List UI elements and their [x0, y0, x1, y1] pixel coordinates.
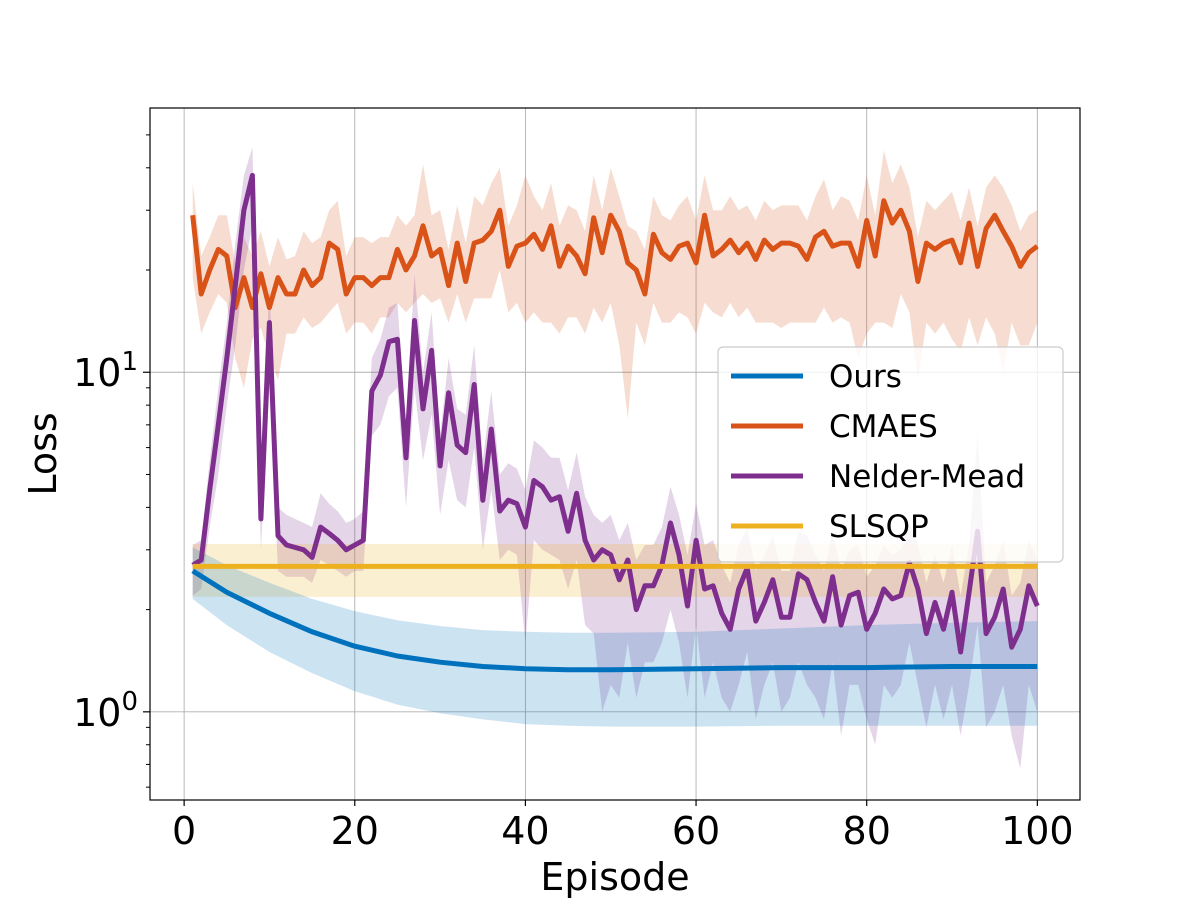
x-axis-label: Episode: [540, 855, 689, 899]
legend-label-nelder-mead: Nelder-Mead: [829, 459, 1025, 495]
legend: Ours CMAES Nelder-Mead SLSQP: [717, 346, 1064, 563]
ours-line: [191, 568, 1038, 673]
plot-frame: [149, 107, 1081, 801]
x-tick-label: 40: [501, 809, 549, 853]
legend-box: [717, 346, 1064, 563]
x-tick-label: 20: [331, 809, 379, 853]
cmaes-line: [190, 198, 1039, 311]
x-tick-label: 0: [172, 809, 196, 853]
series-lines: [190, 172, 1040, 673]
y-axis-label: Loss: [21, 412, 65, 495]
x-tick-label: 80: [843, 809, 891, 853]
cmaes-band: [192, 150, 1038, 419]
legend-label-ours: Ours: [829, 359, 902, 395]
axis-ticks: 0 20 40 60 80 100 100 101: [73, 134, 1074, 853]
x-tick-label: 60: [672, 809, 720, 853]
legend-label-slsqp: SLSQP: [829, 509, 929, 545]
y-tick-label: 101: [73, 347, 138, 395]
y-tick-label: 100: [73, 687, 138, 735]
ours-band: [192, 547, 1038, 727]
x-tick-label: 100: [1001, 809, 1074, 853]
legend-label-cmaes: CMAES: [829, 409, 938, 445]
